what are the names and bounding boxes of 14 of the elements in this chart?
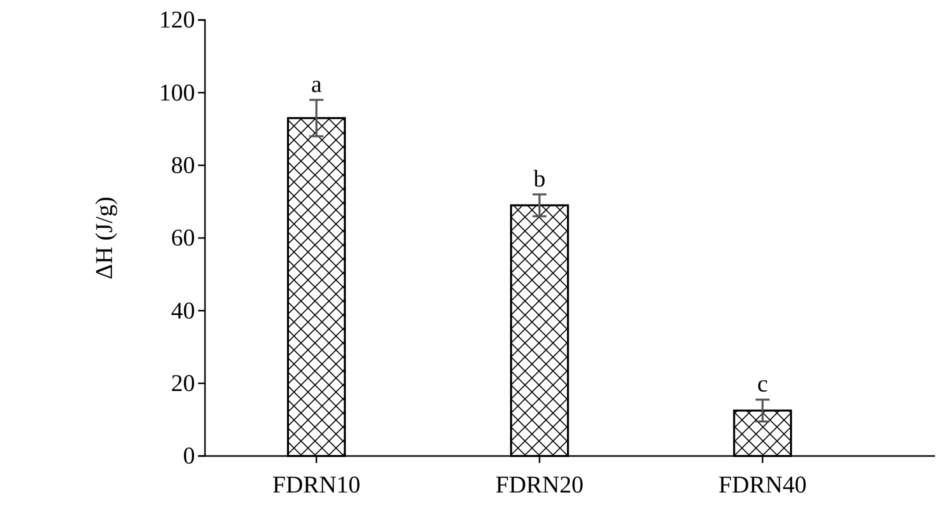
x-tick-label: FDRN40 bbox=[718, 472, 807, 498]
annotation: b bbox=[534, 166, 546, 192]
y-axis-title: ΔH (J/g) bbox=[92, 196, 118, 280]
annotation: a bbox=[311, 72, 322, 98]
x-tick-label: FDRN20 bbox=[495, 472, 584, 498]
y-tick-label: 100 bbox=[159, 80, 195, 106]
y-tick-label: 60 bbox=[171, 226, 195, 252]
y-tick-label: 120 bbox=[159, 8, 195, 34]
y-tick-label: 40 bbox=[171, 298, 195, 324]
y-tick-label: 0 bbox=[183, 444, 195, 470]
annotation: c bbox=[757, 372, 768, 398]
y-tick-label: 80 bbox=[171, 153, 195, 180]
x-tick-label: FDRN10 bbox=[272, 472, 360, 498]
y-tick-label: 20 bbox=[171, 371, 195, 398]
